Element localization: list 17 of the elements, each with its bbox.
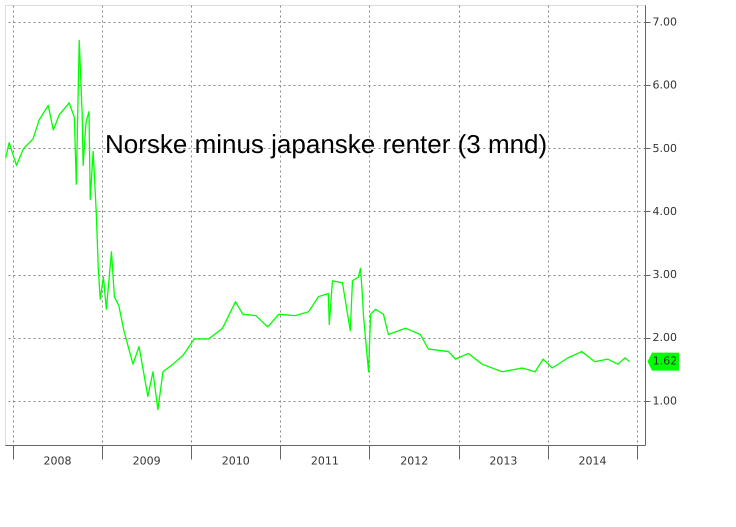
line-series (5, 40, 630, 410)
y-tick-label: 7.00 (652, 16, 677, 29)
x-tick-label: 2011 (310, 454, 339, 468)
x-tick-label: 2009 (132, 454, 161, 468)
y-tick-label: 6.00 (652, 78, 677, 92)
y-tick-label: 1.00 (652, 394, 677, 408)
annotation: 1.62 (652, 354, 678, 368)
y-tick-label: 3.00 (652, 268, 677, 282)
y-tick-label: 2.00 (652, 331, 677, 344)
x-tick-label: 2014 (578, 454, 607, 468)
y-tick-label: 5.00 (652, 142, 677, 155)
x-tick-label: 2010 (222, 454, 250, 468)
annotation: Norske minus japanske renter (3 mnd) (105, 129, 548, 159)
x-tick-label: 2012 (400, 454, 428, 468)
x-tick-label: 2008 (44, 454, 72, 468)
x-tick-label: 2013 (489, 454, 518, 468)
y-tick-label: 4.00 (652, 204, 677, 218)
